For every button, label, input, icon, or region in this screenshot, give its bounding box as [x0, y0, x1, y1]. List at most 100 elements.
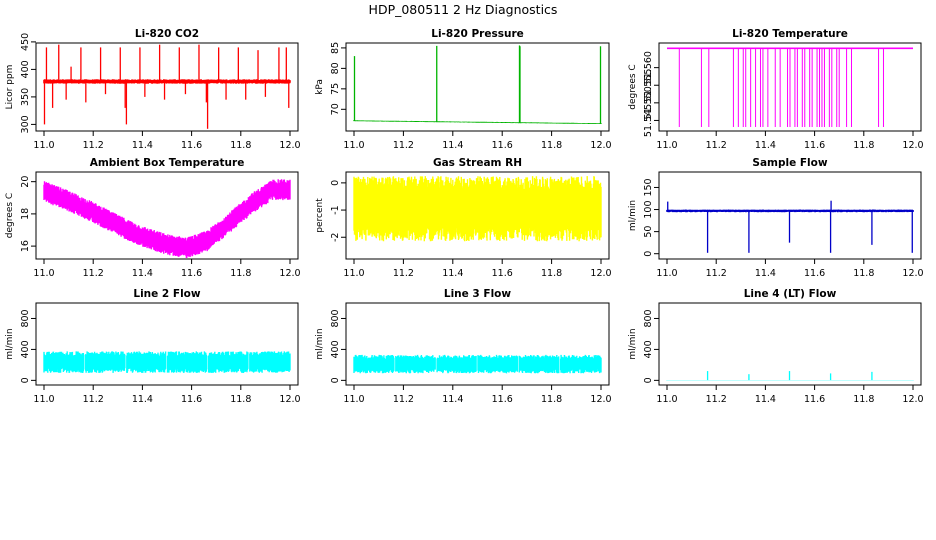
plot-box [658, 42, 922, 132]
y-axis-label: ml/min [315, 328, 325, 359]
panel-title: Line 4 (LT) Flow [744, 288, 837, 300]
x-tick-label: 12.0 [279, 268, 300, 279]
data-series [43, 44, 291, 129]
x-tick-label: 11.8 [853, 394, 874, 405]
x-tick-label: 11.4 [755, 140, 776, 151]
y-axis: 0 400 800 [643, 309, 659, 383]
x-tick-label: 11.6 [804, 394, 825, 405]
plot-box [35, 302, 299, 386]
x-tick-label: 11.8 [230, 394, 251, 405]
x-tick-label: 11.6 [492, 394, 513, 405]
x-tick-label: 11.4 [755, 394, 776, 405]
x-tick-label: 11.4 [132, 140, 153, 151]
data-series [43, 351, 291, 373]
x-tick-label: 11.2 [393, 140, 414, 151]
x-tick-label: 11.8 [541, 394, 562, 405]
data-series [666, 200, 914, 253]
panel-title: Ambient Box Temperature [90, 157, 245, 169]
x-tick-label: 11.2 [706, 268, 727, 279]
x-tick-label: 11.2 [393, 394, 414, 405]
data-series [353, 45, 602, 124]
x-tick-label: 11.0 [33, 268, 54, 279]
series-line [43, 351, 291, 373]
y-tick-label: 20 [20, 176, 31, 188]
y-tick-label: 0 [20, 377, 31, 383]
y-tick-label: 75 [330, 83, 341, 95]
data-series [667, 47, 913, 127]
y-tick-label: 51.545 [643, 104, 654, 137]
x-tick-label: 12.0 [902, 394, 923, 405]
x-tick-label: 11.0 [656, 268, 677, 279]
y-tick-label: 18 [20, 208, 31, 220]
y-tick-label: 800 [330, 309, 341, 327]
y-tick-label: 70 [330, 103, 341, 115]
x-tick-label: 11.0 [656, 140, 677, 151]
y-axis-label: degrees C [628, 64, 638, 109]
panel-9: Line 4 (LT) Flow 11.0 11.2 11.4 11.6 11.8 12.0… [628, 288, 924, 405]
y-tick-label: 800 [643, 309, 654, 327]
panel-2: Li-820 Pressure 11.0 11.2 11.4 11.6 11.8 12.0 7… [315, 28, 612, 151]
x-tick-label: 12.0 [590, 140, 611, 151]
y-tick-label: 100 [643, 200, 654, 218]
x-tick-label: 11.6 [804, 268, 825, 279]
y-tick-label: 300 [20, 115, 31, 133]
x-tick-label: 11.6 [492, 268, 513, 279]
series-line [353, 176, 602, 242]
y-axis: 70 75 80 85 [330, 42, 346, 115]
x-tick-label: 11.4 [442, 268, 463, 279]
y-axis: 0 50 100 150 [643, 178, 659, 257]
y-tick-label: -1 [330, 205, 341, 214]
x-axis: 11.0 11.2 11.4 11.6 11.8 12.0 [343, 385, 612, 405]
y-tick-label: -2 [330, 233, 341, 242]
x-axis: 11.0 11.2 11.4 11.6 11.8 12.0 [656, 131, 924, 151]
x-tick-label: 11.2 [83, 140, 104, 151]
plot-box [658, 171, 922, 260]
panel-1: Li-820 CO2 11.0 11.2 11.4 11.6 11.8 12.0 300 350… [5, 28, 301, 151]
y-axis-label: ml/min [628, 328, 638, 359]
x-tick-label: 11.2 [83, 394, 104, 405]
y-tick-label: 400 [643, 340, 654, 358]
panel-title: Line 3 Flow [444, 288, 511, 300]
data-series [353, 354, 602, 374]
y-tick-label: 51.555 [643, 69, 654, 102]
plot-box [35, 171, 299, 260]
x-tick-label: 11.6 [181, 394, 202, 405]
panel-title: Line 2 Flow [133, 288, 200, 300]
x-tick-label: 11.0 [343, 140, 364, 151]
x-tick-label: 11.4 [755, 268, 776, 279]
y-axis: 16 18 20 [20, 176, 36, 252]
panel-6: Sample Flow 11.0 11.2 11.4 11.6 11.8 12.0 0 50 10… [628, 157, 924, 279]
y-axis-label: degrees C [5, 193, 15, 238]
panel-8: Line 3 Flow 11.0 11.2 11.4 11.6 11.8 12.0 0 400 8… [315, 288, 612, 405]
x-axis: 11.0 11.2 11.4 11.6 11.8 12.0 [33, 385, 301, 405]
plot-box [345, 302, 610, 386]
y-axis: 0 400 800 [330, 309, 346, 383]
y-axis: -2 -1 0 [330, 180, 346, 242]
y-tick-label: 16 [20, 240, 31, 252]
y-axis: 0 400 800 [20, 309, 36, 383]
x-tick-label: 11.6 [804, 140, 825, 151]
x-tick-label: 11.8 [541, 268, 562, 279]
plot-box [35, 42, 299, 132]
x-tick-label: 11.8 [230, 268, 251, 279]
x-tick-label: 11.4 [442, 140, 463, 151]
x-tick-label: 11.8 [230, 140, 251, 151]
y-tick-label: 85 [330, 42, 341, 54]
panel-title: Li-820 CO2 [135, 28, 199, 40]
y-tick-label: 51.560 [643, 51, 654, 84]
plot-box [658, 302, 922, 386]
y-tick-label: 50 [643, 226, 654, 238]
data-series [666, 371, 914, 381]
y-axis-label: ml/min [5, 328, 15, 359]
panel-7: Line 2 Flow 11.0 11.2 11.4 11.6 11.8 12.0 0 400 8… [5, 288, 301, 405]
series-line [353, 354, 602, 374]
x-tick-label: 12.0 [590, 394, 611, 405]
x-tick-label: 11.0 [343, 268, 364, 279]
y-tick-label: 0 [643, 251, 654, 257]
x-tick-label: 11.0 [656, 394, 677, 405]
y-tick-label: 150 [643, 178, 654, 196]
x-tick-label: 11.2 [83, 268, 104, 279]
y-tick-label: 400 [330, 340, 341, 358]
